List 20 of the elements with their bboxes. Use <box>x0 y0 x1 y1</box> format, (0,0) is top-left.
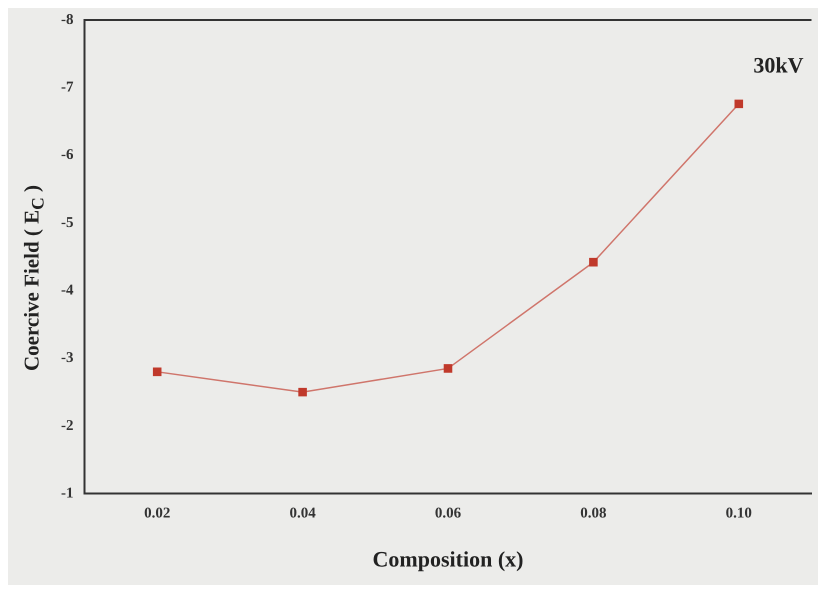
x-tick-label: 0.04 <box>289 505 316 522</box>
x-axis-title: Composition (x) <box>372 546 524 572</box>
point <box>589 258 598 266</box>
y-tick-label: -7 <box>60 80 74 96</box>
y-tick-label: -6 <box>60 147 74 164</box>
annotation: 30kV <box>753 52 804 78</box>
y-tick-label: -3 <box>60 350 74 366</box>
x-tick-label: 0.10 <box>726 505 752 522</box>
x-tick-label: 0.02 <box>144 505 170 522</box>
x-tick-label: 0.06 <box>434 505 462 522</box>
x-tick-label: 0.08 <box>580 505 607 522</box>
point <box>734 100 744 108</box>
y-tick-label: -1 <box>60 485 74 502</box>
y-tick-label: -2 <box>60 418 74 434</box>
y-tick-label: -4 <box>60 282 74 299</box>
point <box>444 364 452 373</box>
point <box>152 368 162 376</box>
point <box>298 388 307 396</box>
y-tick-label: -8 <box>60 12 74 28</box>
y-tick-label: -5 <box>60 214 74 231</box>
